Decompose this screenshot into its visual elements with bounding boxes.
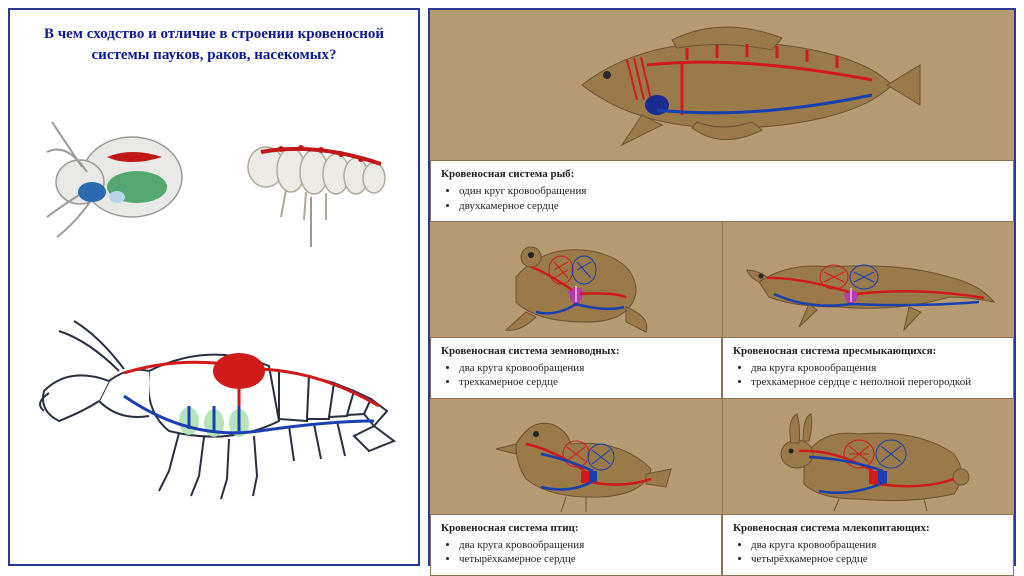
fish-caption: Кровеносная система рыб: один круг крово… [430, 160, 1014, 222]
amphibian-point-1: трехкамерное сердце [459, 375, 711, 389]
mammal-title: Кровеносная система млекопитающих: [733, 521, 1003, 535]
lizard-diagram [739, 222, 999, 337]
amphibian-caption: Кровеносная система земноводных: два кру… [430, 337, 722, 399]
crayfish-diagram [29, 301, 399, 521]
bird-diagram [471, 399, 681, 514]
right-panel: Кровеносная система рыб: один круг крово… [428, 8, 1016, 566]
reptile-point-1: трехкамерное сердце с неполной перегород… [751, 375, 1003, 389]
bird-title: Кровеносная система птиц: [441, 521, 711, 535]
amphibian-point-0: два круга кровообращения [459, 361, 711, 375]
left-panel: В чем сходство и отличие в строении кров… [8, 8, 420, 566]
bird-cell: Кровеносная система птиц: два круга кров… [430, 399, 722, 576]
mammal-point-1: четырёхкамерное сердце [751, 552, 1003, 566]
row-amphibian-reptile: Кровеносная система земноводных: два кру… [430, 222, 1014, 399]
arthropod-row [20, 82, 408, 262]
bird-caption: Кровеносная система птиц: два круга кров… [430, 514, 722, 576]
reptile-caption: Кровеносная система пресмыкающихся: два … [722, 337, 1014, 399]
fish-point-0: один круг кровообращения [459, 184, 1003, 198]
fish-block [430, 10, 1014, 160]
fish-diagram [522, 10, 922, 160]
row-bird-mammal: Кровеносная система птиц: два круга кров… [430, 399, 1014, 576]
mammal-cell: Кровеносная система млекопитающих: два к… [722, 399, 1014, 576]
question-text: В чем сходство и отличие в строении кров… [20, 24, 408, 66]
amphibian-cell: Кровеносная система земноводных: два кру… [430, 222, 722, 399]
fish-title: Кровеносная система рыб: [441, 167, 1003, 181]
mammal-point-0: два круга кровообращения [751, 538, 1003, 552]
bird-point-1: четырёхкамерное сердце [459, 552, 711, 566]
mammal-caption: Кровеносная система млекопитающих: два к… [722, 514, 1014, 576]
spider-diagram [32, 92, 202, 252]
fish-point-1: двухкамерное сердце [459, 199, 1003, 213]
crayfish-wrap [20, 272, 408, 550]
insect-diagram [226, 92, 396, 252]
bird-point-0: два круга кровообращения [459, 538, 711, 552]
rabbit-diagram [749, 399, 989, 514]
reptile-cell: Кровеносная система пресмыкающихся: два … [722, 222, 1014, 399]
amphibian-title: Кровеносная система земноводных: [441, 344, 711, 358]
reptile-title: Кровеносная система пресмыкающихся: [733, 344, 1003, 358]
reptile-point-0: два круга кровообращения [751, 361, 1003, 375]
frog-diagram [476, 222, 676, 337]
